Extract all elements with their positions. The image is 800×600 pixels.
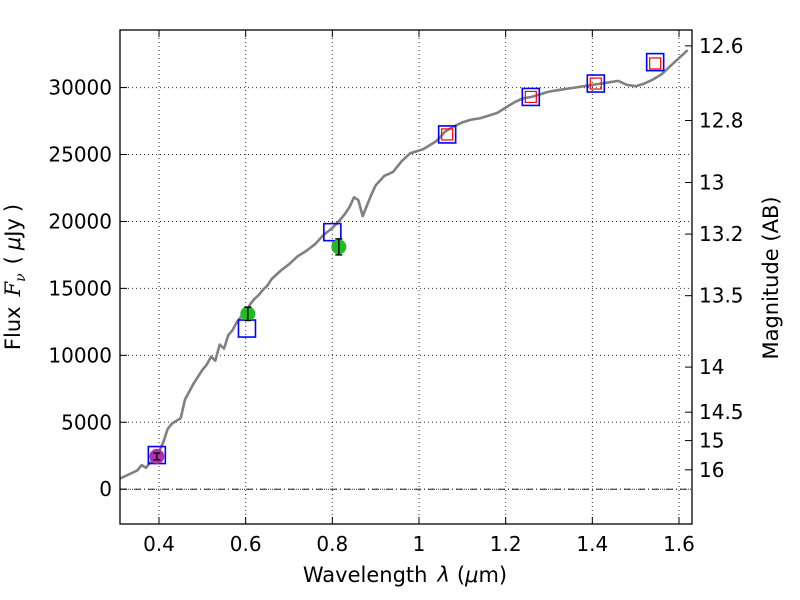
x-tick-label: 0.6 — [230, 532, 262, 556]
model-spectrum — [119, 49, 689, 480]
model-point — [589, 77, 602, 90]
observed-point — [586, 74, 606, 93]
x-tick-label: 1.2 — [490, 532, 522, 556]
model-point — [441, 128, 454, 141]
plot-frame — [119, 29, 693, 525]
observed-point — [645, 52, 665, 72]
observed-point — [437, 125, 457, 144]
x-tick-label: 1.6 — [663, 532, 695, 556]
y-tick-label: 15000 — [48, 276, 112, 300]
x-tick-label: 1 — [413, 532, 426, 556]
y2-tick-label: 13.2 — [699, 222, 744, 246]
observed-point — [237, 319, 257, 338]
y2-tick-label: 15 — [699, 429, 724, 453]
y-tick-label: 10000 — [48, 343, 112, 367]
y2-tick-label: 16 — [699, 458, 724, 482]
y-tick-label: 0 — [99, 477, 112, 501]
axis-ticks — [120, 30, 692, 524]
x-tick-label: 0.8 — [316, 532, 348, 556]
observed-point — [323, 222, 342, 242]
y2-tick-label: 14 — [699, 355, 724, 379]
tick-labels: 0.4 0.6 0.8 1 1.2 1.4 1.6 0 5000 10000 15000 20000 2… — [48, 34, 743, 556]
y-tick-label: 25000 — [48, 143, 112, 167]
x-tick-label: 0.4 — [143, 532, 175, 556]
y2-axis-label: Magnitude (AB) — [759, 196, 783, 359]
y2-tick-label: 12.8 — [699, 108, 744, 132]
data-points — [147, 52, 665, 465]
x-axis-label: Wavelength λ (μm) — [303, 563, 507, 587]
y2-tick-label: 13 — [699, 171, 724, 195]
model-point — [649, 57, 662, 70]
x-tick-label: 1.4 — [576, 532, 608, 556]
grid — [120, 30, 692, 524]
y-tick-label: 20000 — [48, 209, 112, 233]
model-point — [524, 90, 537, 104]
y2-tick-label: 14.5 — [699, 400, 744, 424]
y2-tick-label: 13.5 — [699, 284, 744, 308]
y2-tick-label: 12.6 — [699, 34, 744, 58]
y-tick-label: 5000 — [61, 410, 112, 434]
y-tick-label: 30000 — [48, 76, 112, 100]
y-axis-label: FluxFν(μJy) — [1, 204, 29, 350]
observed-point — [521, 87, 541, 107]
spectrum-line — [119, 49, 689, 480]
